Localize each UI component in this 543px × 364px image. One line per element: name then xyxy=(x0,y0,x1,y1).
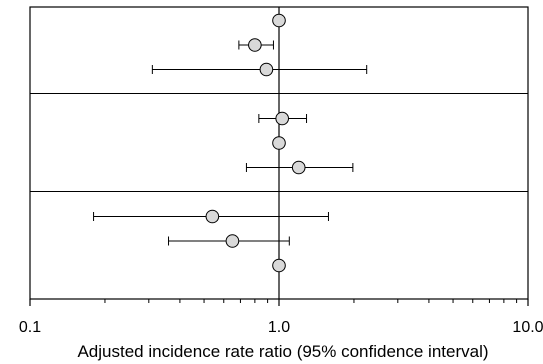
forest-row xyxy=(151,62,368,77)
point-estimate-marker xyxy=(259,62,274,77)
forest-row xyxy=(272,136,286,150)
x-tick-label: 0.1 xyxy=(19,319,41,336)
forest-row xyxy=(272,13,286,28)
point-estimate-marker xyxy=(272,13,286,28)
x-tick-label: 1.0 xyxy=(268,319,290,336)
forest-row xyxy=(168,234,290,248)
data-marks xyxy=(93,13,368,273)
forest-row xyxy=(245,160,354,175)
forest-row xyxy=(258,111,308,126)
point-estimate-marker xyxy=(205,209,220,224)
point-estimate-marker xyxy=(248,38,262,52)
x-axis-ticks: 0.1 1.0 10.0 xyxy=(19,299,543,336)
point-estimate-marker xyxy=(275,111,289,126)
point-estimate-marker xyxy=(272,136,286,150)
forest-row xyxy=(93,209,329,224)
x-axis-label: Adjusted incidence rate ratio (95% confi… xyxy=(77,342,488,361)
forest-row xyxy=(238,38,274,52)
point-estimate-marker xyxy=(225,234,240,248)
forest-row xyxy=(272,258,286,273)
point-estimate-marker xyxy=(272,258,286,273)
x-tick-label: 10.0 xyxy=(512,319,543,336)
point-estimate-marker xyxy=(291,160,306,175)
